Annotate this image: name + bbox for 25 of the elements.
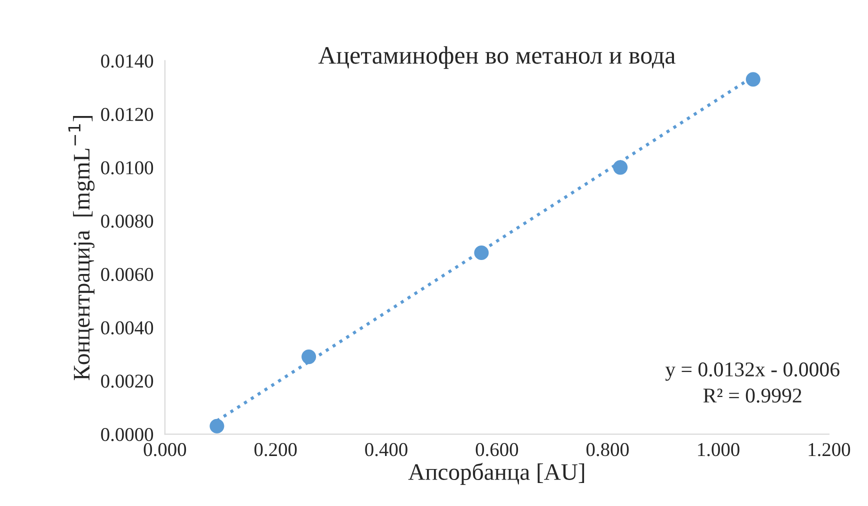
y-tick-label: 0.0000 [101,428,154,442]
y-tick-label: 0.0100 [101,161,154,174]
x-tick-label: 0.800 [586,443,629,456]
y-tick-label: 0.0140 [101,54,154,68]
y-tick-label: 0.0120 [101,108,154,122]
annotation: y = 0.0132x - 0.0006 [665,362,840,381]
x-tick-label: 1.000 [698,443,740,456]
x-axis-title: Апсорбанца [AU] [408,462,584,485]
point [210,418,224,434]
x-tick-label: 0.600 [476,443,518,456]
point [302,350,316,364]
y-tick-label: 0.0040 [101,321,154,334]
point [613,160,628,175]
x-tick-label: 0.000 [144,443,186,456]
x-tick-label: 0.200 [254,443,297,456]
point [474,245,489,260]
y-axis-title: Концентрација [mgmL$^{−1}$] [68,116,95,380]
chart-title: Ацетаминофен во метанол и вода [318,46,676,69]
y-tick-label: 0.0080 [101,214,154,228]
annotation: R² = 0.9992 [703,388,802,403]
y-tick-label: 0.0020 [101,374,154,388]
y-tick-label: 0.0060 [101,268,154,282]
point [746,72,760,87]
x-tick-label: 0.400 [365,443,408,456]
x-tick-label: 1.200 [808,443,850,456]
